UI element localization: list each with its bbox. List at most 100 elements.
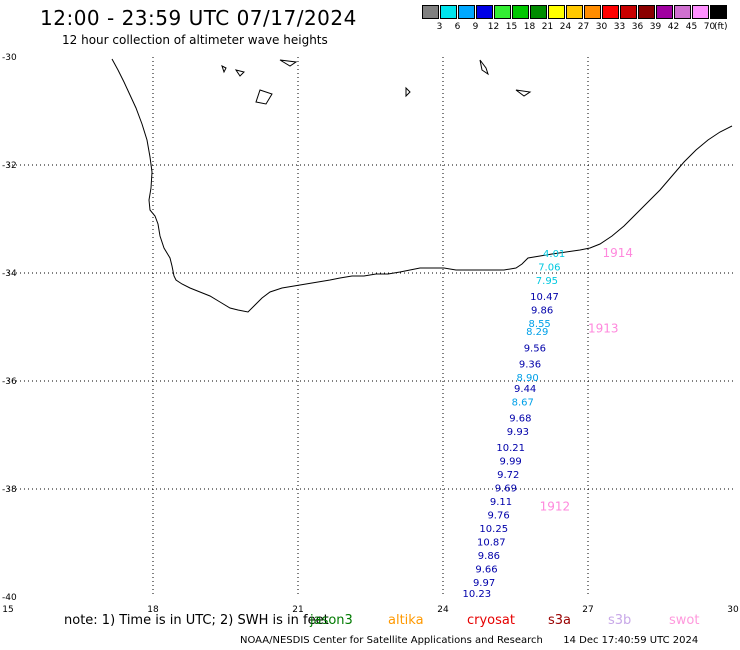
legend-label: 30 [595,22,608,32]
lat-tick-label: -40 [2,593,17,603]
legend-label: 42 [667,22,680,32]
legend-label: 39 [649,22,662,32]
wave-height-value: 9.99 [500,457,522,468]
pass-number-label: 1914 [603,246,634,260]
lon-tick-label: 30 [727,605,739,615]
graticule [8,57,733,597]
satellite-name: cryosat [467,613,515,628]
island-6 [405,86,411,98]
legend-swatch [422,5,439,19]
generation-timestamp: 14 Dec 17:40:59 UTC 2024 [563,635,699,646]
lon-tick-label: 18 [147,605,159,615]
island-4 [279,59,298,67]
island-3 [255,89,273,105]
wave-height-value: 8.90 [516,373,538,384]
wave-height-value: 10.23 [463,589,492,600]
credit-text: NOAA/NESDIS Center for Satellite Applica… [240,635,543,646]
legend-swatch [512,5,529,19]
legend-label: 9 [472,22,479,32]
legend-swatch [674,5,691,19]
wave-height-value: 9.86 [531,306,553,317]
lon-tick-label: 27 [582,605,593,615]
legend-label: 21 [541,22,554,32]
tick-labels: 15 18 21 24 27 30 -30 -32 -34 -36 -38 -40 [2,53,739,615]
map-title: 12:00 - 23:59 UTC 07/17/2024 [40,6,357,30]
wave-height-value: 10.21 [496,443,525,454]
legend-label: 6 [454,22,461,32]
wave-height-value: 4.01 [543,249,565,260]
legend-label: 70 [703,22,716,32]
lat-tick-label: -34 [2,269,17,279]
pass-labels: 1914 1913 1912 [540,246,633,514]
wave-height-value: 9.36 [519,360,541,371]
lon-tick-label: 21 [292,605,303,615]
wave-height-value: 7.95 [536,276,558,287]
lat-tick-label: -38 [2,485,17,495]
legend-unit: (ft) [714,22,728,32]
island-2 [234,69,245,77]
legend-label: 33 [613,22,626,32]
legend-swatch [584,5,601,19]
wave-height-value: 7.06 [538,262,560,273]
pass-number-label: 1912 [540,500,571,514]
wave-height-value: 9.44 [514,384,536,395]
satellite-name: s3b [608,613,632,628]
wave-height-value: 10.25 [479,524,508,535]
map-subtitle: 12 hour collection of altimeter wave hei… [62,33,328,47]
lon-tick-label: 15 [2,605,13,615]
legend-swatch [440,5,457,19]
legend-swatch [458,5,475,19]
wave-height-value: 9.72 [497,470,519,481]
lon-tick-label: 24 [437,605,449,615]
legend-swatch [692,5,709,19]
legend-label: 18 [523,22,536,32]
satellite-name: altika [388,613,424,628]
legend-swatch [566,5,583,19]
island-7 [515,89,532,97]
legend-swatch [476,5,493,19]
lat-tick-label: -36 [2,377,17,387]
wave-observations: 4.01 7.06 7.95 10.47 9.86 8.558.29 9.56 9.36 8.9… [463,249,566,600]
legend-swatch [638,5,655,19]
wave-height-value: 9.68 [509,414,531,425]
legend-label: 24 [559,22,572,32]
wave-height-value: 10.47 [530,292,559,303]
legend-swatch [656,5,673,19]
footer-note: note: 1) Time is in UTC; 2) SWH is in fe… [64,613,329,628]
legend-label: 12 [487,22,500,32]
wave-height-value: 9.93 [507,427,529,438]
wave-height-value: 9.66 [475,565,497,576]
legend-swatch [494,5,511,19]
wave-height-value: 9.86 [478,551,500,562]
wave-height-value: 9.56 [524,343,546,354]
wave-height-value: 10.87 [477,538,506,549]
legend-label: 15 [505,22,518,32]
legend-swatch [710,5,727,19]
wave-height-value: 9.76 [487,511,509,522]
wave-height-value: 8.67 [512,397,534,408]
wave-height-value: 8.29 [526,327,548,338]
satellite-name: swot [669,613,700,628]
island-1 [221,65,227,74]
legend-label: 27 [577,22,590,32]
coastline [111,58,733,313]
legend-swatch [530,5,547,19]
credit-line: NOAA/NESDIS Center for Satellite Applica… [240,635,698,646]
legend-label: 3 [436,22,443,32]
pass-number-label: 1913 [588,321,619,335]
lat-tick-label: -30 [2,53,17,63]
wave-height-value: 8.55 [529,319,551,330]
lat-tick-label: -32 [2,161,17,171]
wave-height-value: 9.97 [473,578,495,589]
wave-height-value: 9.11 [490,497,512,508]
legend-swatch [548,5,565,19]
satellite-name: s3a [548,613,572,628]
island-5 [479,59,489,76]
legend-label: 36 [631,22,644,32]
legend-label: 45 [685,22,698,32]
legend-swatch [620,5,637,19]
satellite-name: jason3 [310,613,353,628]
legend-swatch [602,5,619,19]
wave-height-value: 9.69 [495,484,517,495]
